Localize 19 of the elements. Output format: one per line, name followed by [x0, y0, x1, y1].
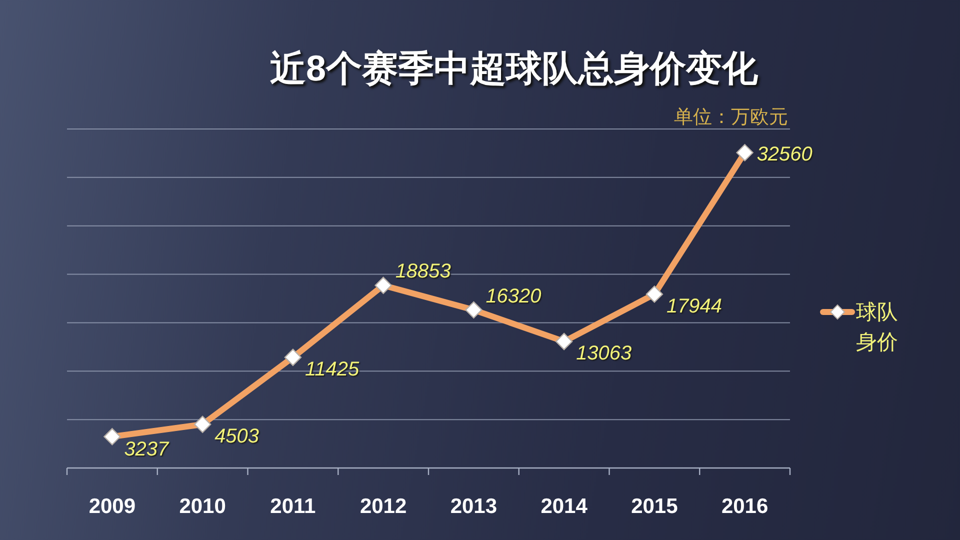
annotation: 单位：万欧元	[674, 106, 788, 130]
xtick: 2014	[540, 495, 588, 519]
xtick: 2011	[270, 495, 316, 519]
data-label: 17944	[666, 296, 722, 319]
xtick: 2013	[450, 495, 498, 519]
data-label: 18853	[395, 260, 451, 284]
data-label: 13063	[576, 342, 632, 366]
xtick: 2009	[88, 495, 136, 519]
legend-label: 球队身价	[856, 300, 899, 356]
xtick: 2010	[179, 495, 226, 519]
xtick: 2016	[721, 495, 768, 519]
xtick: 2012	[360, 495, 407, 519]
data-label: 32560	[756, 143, 812, 166]
title: 近8个赛季中超球队总身价变化	[270, 46, 758, 90]
data-label: 4503	[214, 426, 260, 449]
data-label: 16320	[486, 285, 542, 308]
xtick: 2015	[631, 495, 678, 519]
data-label: 3237	[124, 438, 169, 462]
data-label: 11425	[304, 358, 360, 382]
